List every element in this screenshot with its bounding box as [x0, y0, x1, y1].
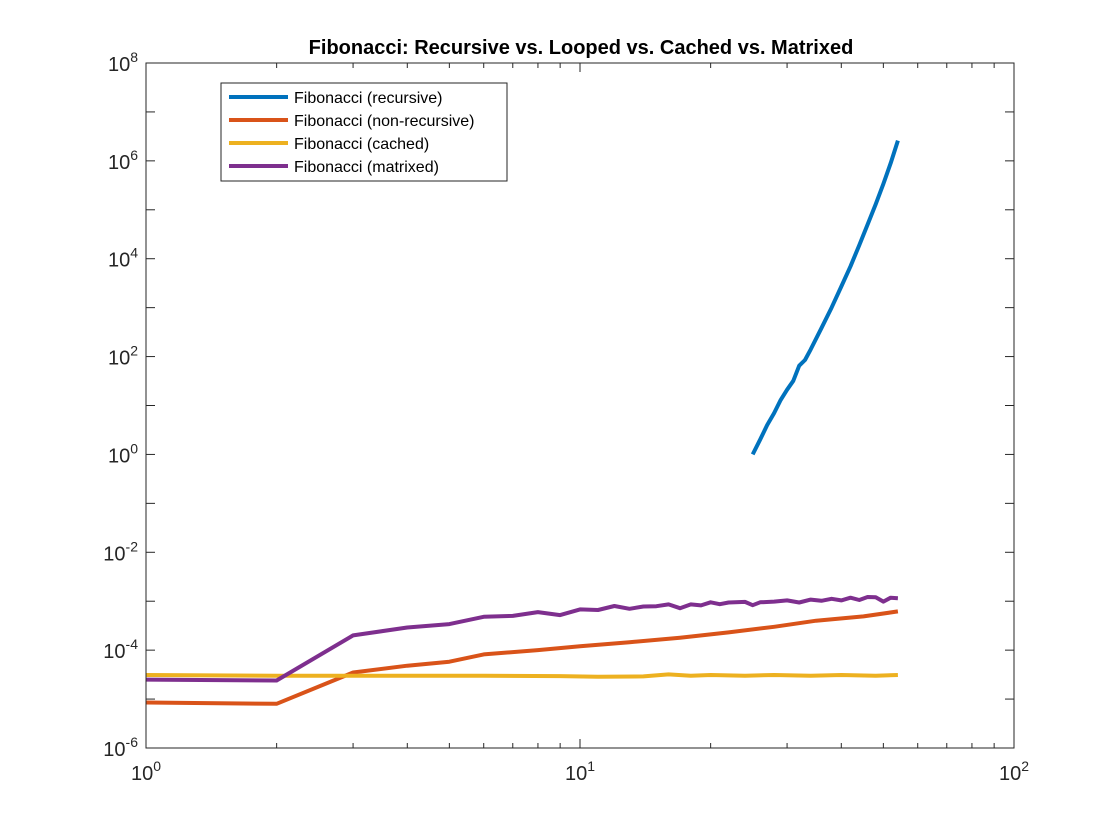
axes: 100 101 102 10-6 10-4 10-2 100 102 104 106 108	[103, 49, 1029, 785]
y-tick-label: 10-4	[103, 636, 138, 663]
y-tick-label: 100	[108, 440, 138, 467]
y-tick-label: 102	[108, 343, 138, 370]
y-tick-label: 106	[108, 147, 138, 174]
series-line-4	[145, 595, 899, 683]
y-tick-label: 104	[108, 245, 138, 272]
legend-label-1: Fibonacci (recursive)	[294, 90, 442, 107]
chart-title: Fibonacci: Recursive vs. Looped vs. Cach…	[309, 37, 854, 59]
series-line-2	[145, 609, 899, 706]
x-tick-label: 102	[999, 758, 1029, 785]
y-tick-label: 108	[108, 49, 138, 76]
legend: Fibonacci (recursive) Fibonacci (non-recu…	[220, 82, 508, 182]
series-line-1	[750, 139, 900, 456]
y-tick-label: 10-2	[103, 538, 138, 565]
y-tick-label: 10-6	[103, 734, 138, 761]
x-tick-label: 100	[131, 758, 161, 785]
legend-label-2: Fibonacci (non-recursive)	[294, 113, 475, 130]
legend-label-3: Fibonacci (cached)	[294, 136, 429, 153]
series-line-3	[145, 672, 898, 679]
x-tick-label: 101	[565, 758, 595, 785]
legend-label-4: Fibonacci (matrixed)	[294, 159, 439, 176]
